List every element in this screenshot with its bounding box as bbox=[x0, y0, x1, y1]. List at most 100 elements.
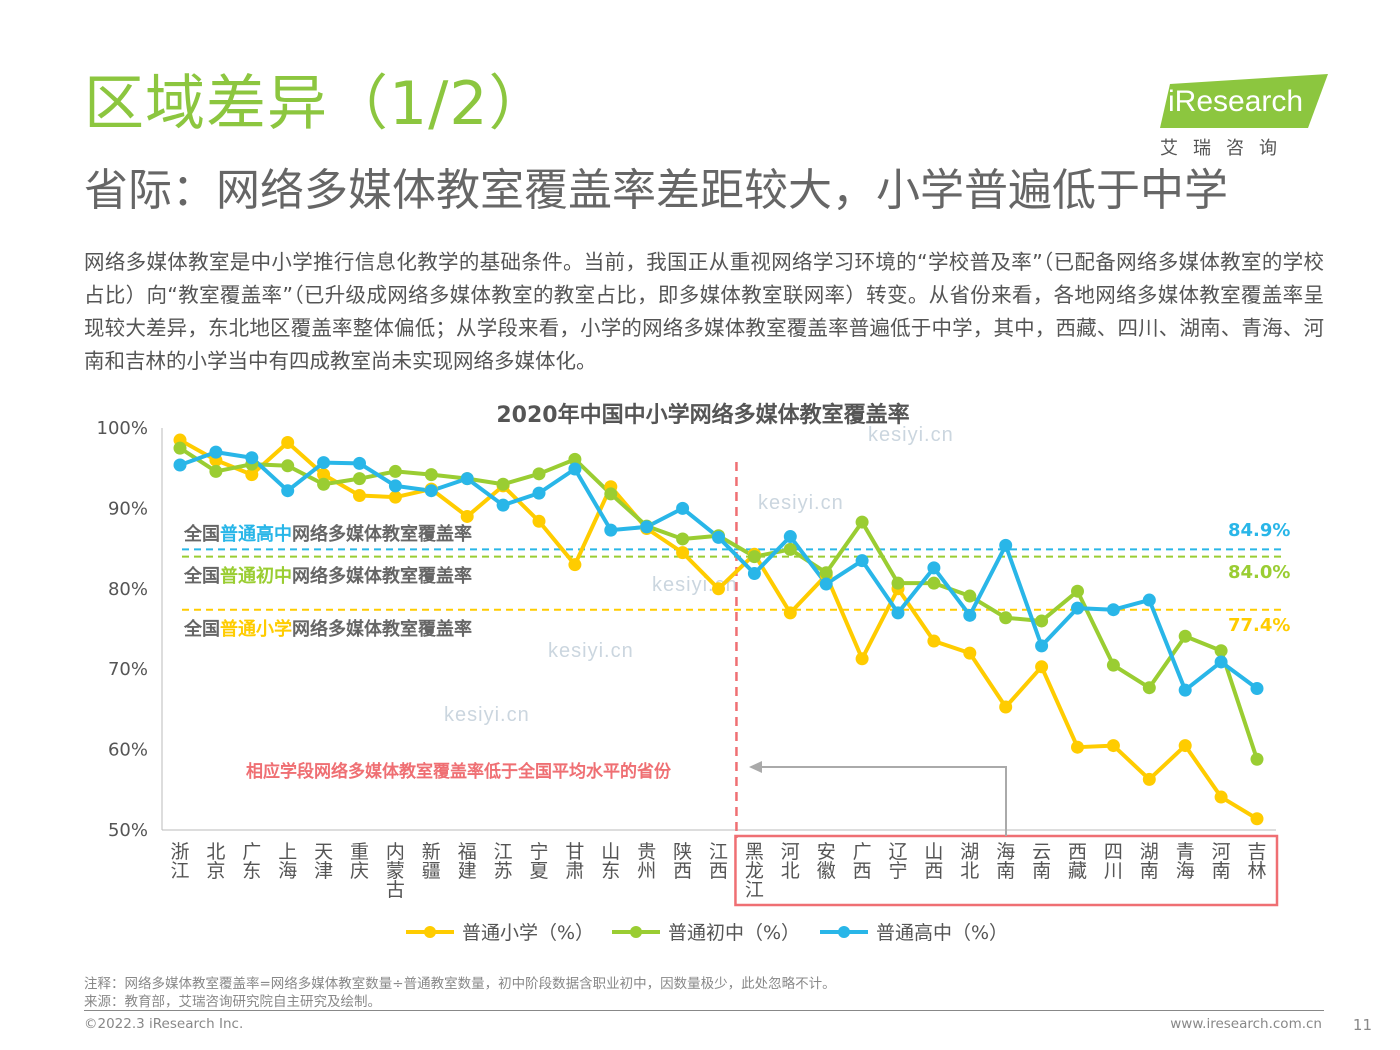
page-title: 区域差异（1/2） bbox=[84, 69, 550, 139]
data-point bbox=[388, 464, 402, 478]
data-point bbox=[317, 456, 331, 470]
x-tick-label: 新疆 bbox=[422, 841, 441, 882]
data-point bbox=[568, 452, 582, 466]
logo-shape bbox=[1160, 74, 1328, 128]
data-point bbox=[1178, 739, 1192, 753]
data-point bbox=[532, 486, 546, 500]
data-point bbox=[532, 467, 546, 481]
watermark: kesiyi.cn bbox=[444, 704, 530, 726]
data-point bbox=[568, 462, 582, 476]
data-point bbox=[1142, 772, 1156, 786]
data-point bbox=[963, 608, 977, 622]
data-point bbox=[1214, 644, 1228, 658]
x-tick-label: 吉林 bbox=[1247, 841, 1266, 882]
data-point bbox=[927, 634, 941, 648]
data-point bbox=[1142, 593, 1156, 607]
x-tick-label: 广东 bbox=[242, 841, 261, 882]
data-point bbox=[676, 546, 690, 560]
data-point bbox=[281, 484, 295, 498]
footnote: 注释：网络多媒体教室覆盖率=网络多媒体教室数量÷普通教室数量，初中阶段数据含职业… bbox=[84, 976, 836, 992]
x-tick-label: 天津 bbox=[314, 841, 333, 882]
x-tick-label: 宁夏 bbox=[529, 841, 548, 882]
data-point bbox=[1071, 584, 1084, 598]
watermark: kesiyi.cn bbox=[548, 640, 634, 662]
data-point bbox=[1035, 660, 1049, 674]
data-point bbox=[604, 523, 618, 537]
data-point bbox=[568, 558, 582, 572]
copyright: ©2022.3 iResearch Inc. bbox=[84, 1016, 244, 1032]
data-point bbox=[927, 576, 941, 590]
data-point bbox=[783, 606, 797, 620]
watermark: kesiyi.cn bbox=[868, 424, 954, 446]
data-point bbox=[783, 530, 797, 544]
x-tick-label: 四川 bbox=[1104, 841, 1123, 882]
data-point bbox=[1106, 603, 1120, 617]
x-tick-label: 甘肃 bbox=[565, 841, 584, 882]
data-point bbox=[1106, 658, 1120, 672]
x-tick-label: 上海 bbox=[278, 841, 297, 882]
series-line bbox=[178, 446, 1259, 760]
data-point bbox=[999, 700, 1013, 714]
data-point bbox=[353, 456, 366, 470]
legend-swatch-middle bbox=[612, 925, 660, 938]
x-tick-label: 重庆 bbox=[350, 841, 369, 882]
chart: 2020年中国中小学网络多媒体教室覆盖率 100% 90% 80% 70% 60% 50%… bbox=[97, 402, 1286, 907]
data-point bbox=[819, 577, 833, 591]
data-point bbox=[460, 509, 474, 523]
ref-label-high: 全国普通高中网络多媒体教室覆盖率 bbox=[184, 524, 472, 545]
x-tick-label: 西藏 bbox=[1068, 841, 1087, 882]
data-point bbox=[676, 501, 690, 515]
intro-paragraph: 网络多媒体教室是中小学推行信息化教学的基础条件。当前，我国正从重视网络学习环境的… bbox=[84, 250, 1324, 373]
data-point bbox=[747, 567, 761, 581]
page-number: 11 bbox=[1352, 1016, 1372, 1034]
data-point bbox=[353, 489, 366, 503]
data-point bbox=[640, 520, 654, 534]
x-tick-label: 青海 bbox=[1176, 841, 1195, 882]
x-tick-label: 山东 bbox=[601, 841, 620, 882]
data-point bbox=[999, 538, 1013, 552]
x-tick-label: 山西 bbox=[924, 841, 943, 882]
x-tick-label: 海南 bbox=[996, 841, 1015, 882]
y-tick-label: 60% bbox=[108, 740, 148, 761]
data-point bbox=[1214, 655, 1228, 669]
x-tick-label: 浙江 bbox=[170, 841, 189, 882]
data-point bbox=[1214, 790, 1228, 804]
chart-title: 2020年中国中小学网络多媒体教室覆盖率 bbox=[496, 402, 909, 428]
y-tick-label: 50% bbox=[108, 820, 148, 841]
data-point bbox=[424, 484, 438, 498]
x-tick-label: 江苏 bbox=[494, 841, 513, 882]
data-point bbox=[1178, 629, 1192, 643]
data-point bbox=[173, 441, 187, 455]
data-point bbox=[1035, 614, 1049, 628]
x-tick-label: 广西 bbox=[853, 841, 872, 882]
x-tick-label: 辽宁 bbox=[888, 841, 907, 882]
footer-divider bbox=[84, 1010, 1324, 1011]
data-point bbox=[1250, 812, 1264, 826]
data-point bbox=[963, 589, 977, 603]
data-point bbox=[353, 472, 366, 486]
data-point bbox=[424, 468, 438, 482]
logo-text: iResearch bbox=[1168, 85, 1304, 118]
y-tick-label: 70% bbox=[108, 659, 148, 680]
data-point bbox=[209, 464, 223, 478]
data-point bbox=[712, 530, 725, 544]
x-tick-label: 安徽 bbox=[817, 841, 836, 882]
annotation-arrow-head bbox=[749, 761, 762, 773]
x-tick-label: 云南 bbox=[1032, 841, 1051, 882]
data-point bbox=[1106, 739, 1120, 753]
data-point bbox=[317, 477, 331, 491]
data-point bbox=[209, 445, 223, 459]
website-link[interactable]: www.iresearch.com.cn bbox=[1170, 1016, 1322, 1032]
legend-swatch-primary bbox=[406, 925, 454, 938]
data-point bbox=[1071, 601, 1084, 615]
ref-value-middle: 84.0% bbox=[1228, 562, 1291, 583]
data-point bbox=[460, 472, 474, 486]
x-tick-label: 江西 bbox=[709, 841, 728, 882]
page-subtitle: 省际：网络多媒体教室覆盖率差距较大，小学普遍低于中学 bbox=[84, 165, 1228, 216]
ref-value-high: 84.9% bbox=[1228, 520, 1291, 541]
x-tick-label: 北京 bbox=[206, 841, 225, 882]
data-point bbox=[891, 576, 905, 590]
x-tick-label: 湖南 bbox=[1140, 841, 1159, 882]
x-tick-label: 贵州 bbox=[637, 841, 656, 882]
data-point bbox=[173, 458, 187, 472]
